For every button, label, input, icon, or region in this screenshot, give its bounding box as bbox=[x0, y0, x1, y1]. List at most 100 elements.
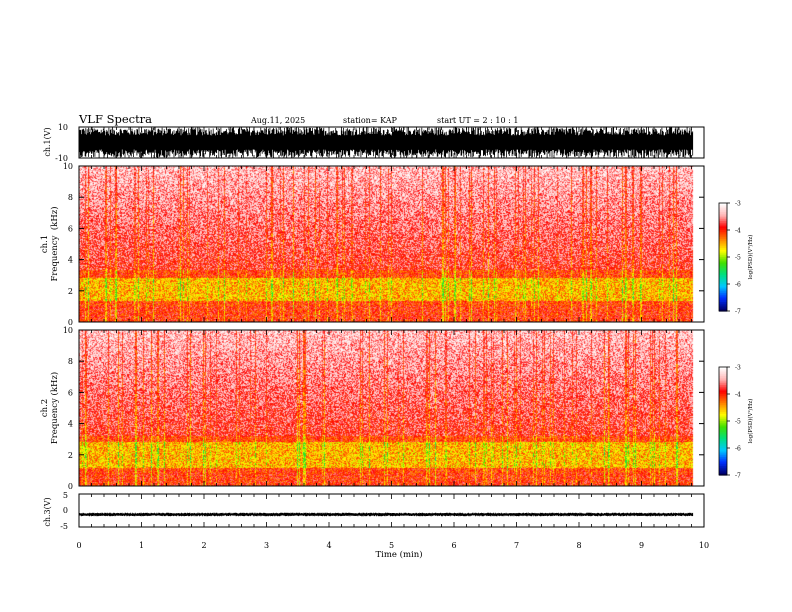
ch1-spectrogram-panel: 0 2 4 6 8 10 ch.1Frequency (kHz) bbox=[40, 162, 705, 327]
x-tick-label: 3 bbox=[264, 541, 269, 550]
ch1-colorbar-swatch bbox=[719, 282, 727, 285]
ch2-colorbar-swatch bbox=[719, 372, 727, 375]
time-tick-marks bbox=[78, 127, 705, 527]
ch1-colorbar-swatch bbox=[719, 239, 727, 242]
ch1-waveform-line bbox=[79, 127, 694, 158]
ch2-colorbar-tick-label: -3 bbox=[735, 365, 741, 372]
ch2-colorbar-swatch bbox=[719, 437, 727, 440]
start-ut-label: start UT = 2 : 10 : 1 bbox=[437, 116, 518, 125]
ch2-colorbar-swatch bbox=[719, 401, 727, 404]
ch1-colorbar-swatch bbox=[719, 266, 727, 269]
x-tick-label: 7 bbox=[514, 541, 519, 550]
ch1-colorbar-swatch bbox=[719, 280, 727, 283]
ch1-waveform-panel: 10 -10 ch.1(V) bbox=[43, 123, 705, 163]
ch1-colorbar-tick-label: -6 bbox=[735, 282, 741, 289]
ch2-colorbar-swatch bbox=[719, 467, 727, 471]
ch1-colorbar-swatch bbox=[719, 210, 727, 213]
ch2-colorbar-swatch bbox=[719, 377, 727, 381]
ch2-colorbar-swatch bbox=[719, 471, 727, 474]
ch2-colorbar-swatch bbox=[719, 417, 727, 420]
x-tick-label: 0 bbox=[76, 541, 81, 550]
ch1-colorbar-swatch bbox=[719, 289, 727, 292]
ch2-colorbar-swatch bbox=[719, 455, 727, 458]
ch1-colorbar-swatch bbox=[719, 222, 727, 226]
ch1-spectrogram-image bbox=[79, 166, 704, 322]
ch2-colorbar-swatch bbox=[719, 430, 727, 433]
station-label: station= KAP bbox=[343, 116, 398, 125]
ch2-colorbar-swatch bbox=[719, 435, 727, 438]
ch1-ytick-top: 10 bbox=[58, 123, 68, 132]
ch2-colorbar-swatch bbox=[719, 399, 727, 402]
ch1-colorbar-swatch bbox=[719, 305, 727, 308]
ch1-colorbar-swatch bbox=[719, 208, 727, 211]
ch1-colorbar-swatch bbox=[719, 251, 727, 254]
ch1-colorbar-swatch bbox=[719, 253, 727, 256]
ch2-colorbar-swatch bbox=[719, 381, 727, 384]
ch1-spec-ytick-label: 0 bbox=[68, 318, 73, 327]
ch2-colorbar-swatch bbox=[719, 473, 727, 476]
ch1-colorbar-swatch bbox=[719, 203, 727, 206]
ch2-colorbar-swatch bbox=[719, 426, 727, 429]
ch1-colorbar-swatch bbox=[719, 206, 727, 209]
ch2-colorbar-swatch bbox=[719, 385, 727, 388]
x-tick-label: 2 bbox=[201, 541, 206, 550]
x-axis-tick-labels: 0 1 2 3 4 5 6 7 8 9 10 bbox=[76, 541, 709, 550]
ch2-colorbar-swatch bbox=[719, 368, 727, 372]
ch1-ytick-bottom: -10 bbox=[55, 154, 68, 163]
ch2-colorbar-swatch bbox=[719, 458, 727, 462]
ch2-colorbar-swatch bbox=[719, 449, 727, 453]
ch2-colorbar-swatch bbox=[719, 386, 727, 390]
ch1-colorbar-swatch bbox=[719, 267, 727, 271]
ch1-colorbar-swatch bbox=[719, 228, 727, 231]
ch3-ytick-bottom: -5 bbox=[60, 522, 68, 531]
ch1-colorbar-swatch bbox=[719, 287, 727, 290]
ch1-colorbar-swatch bbox=[719, 262, 727, 265]
ch2-colorbar-swatch bbox=[719, 440, 727, 444]
ch2-colorbar-swatch bbox=[719, 419, 727, 422]
ch1-colorbar-swatch bbox=[719, 293, 727, 296]
ch2-colorbar-swatch bbox=[719, 408, 727, 411]
ch1-colorbar-swatch bbox=[719, 307, 727, 310]
ch2-colorbar-swatch bbox=[719, 388, 727, 391]
x-tick-label: 6 bbox=[451, 541, 456, 550]
ch2-colorbar-swatch bbox=[719, 453, 727, 456]
ch1-spec-ytick-label: 6 bbox=[68, 224, 73, 233]
ch2-spec-ylabel: ch.2Frequency (kHz) bbox=[40, 372, 60, 444]
ch3-ytick-mid: 0 bbox=[63, 506, 68, 515]
ch1-colorbar-swatch bbox=[719, 217, 727, 220]
ch1-colorbar-swatch bbox=[719, 246, 727, 249]
ch2-colorbar-swatch bbox=[719, 376, 727, 379]
ch1-colorbar-swatch bbox=[719, 257, 727, 260]
ch3-waveform-line bbox=[79, 512, 694, 517]
figure-title: VLF Spectra bbox=[78, 112, 152, 126]
ch1-ylabel: ch.1(V) bbox=[43, 127, 52, 156]
x-tick-label: 9 bbox=[639, 541, 644, 550]
ch2-colorbar-swatch bbox=[719, 404, 727, 408]
ch1-colorbar-swatch bbox=[719, 269, 727, 272]
ch2-spec-ytick-label: 6 bbox=[68, 388, 73, 397]
ch2-colorbar-tick-label: -4 bbox=[735, 392, 741, 399]
ch1-colorbar-swatch bbox=[719, 249, 727, 253]
ch3-ylabel: ch.3(V) bbox=[43, 497, 52, 526]
ch1-colorbar-swatch bbox=[719, 271, 727, 274]
ch1-colorbar-swatch bbox=[719, 303, 727, 307]
ch1-spec-ytick-label: 2 bbox=[68, 287, 73, 296]
ch1-waveform-trace bbox=[79, 127, 694, 158]
ch1-colorbar-swatch bbox=[719, 294, 727, 298]
ch2-spec-ytick-label: 8 bbox=[68, 357, 73, 366]
ch1-colorbar-swatch bbox=[719, 224, 727, 227]
ch2-colorbar-swatch bbox=[719, 422, 727, 426]
ch1-colorbar-swatch bbox=[719, 204, 727, 208]
ch1-colorbar-swatch bbox=[719, 221, 727, 224]
ch1-spec-ytick-label: 8 bbox=[68, 193, 73, 202]
ch2-colorbar-swatch bbox=[719, 444, 727, 447]
ch1-colorbar-swatch bbox=[719, 298, 727, 301]
x-tick-label: 5 bbox=[389, 541, 394, 550]
ch1-colorbar-swatch bbox=[719, 276, 727, 280]
ch1-colorbar-swatch bbox=[719, 240, 727, 244]
ch1-colorbar-swatch bbox=[719, 242, 727, 245]
ch1-colorbar-tick-label: -5 bbox=[735, 255, 741, 262]
ch2-colorbar-swatch bbox=[719, 410, 727, 413]
ch2-spectrogram-image bbox=[79, 330, 704, 486]
